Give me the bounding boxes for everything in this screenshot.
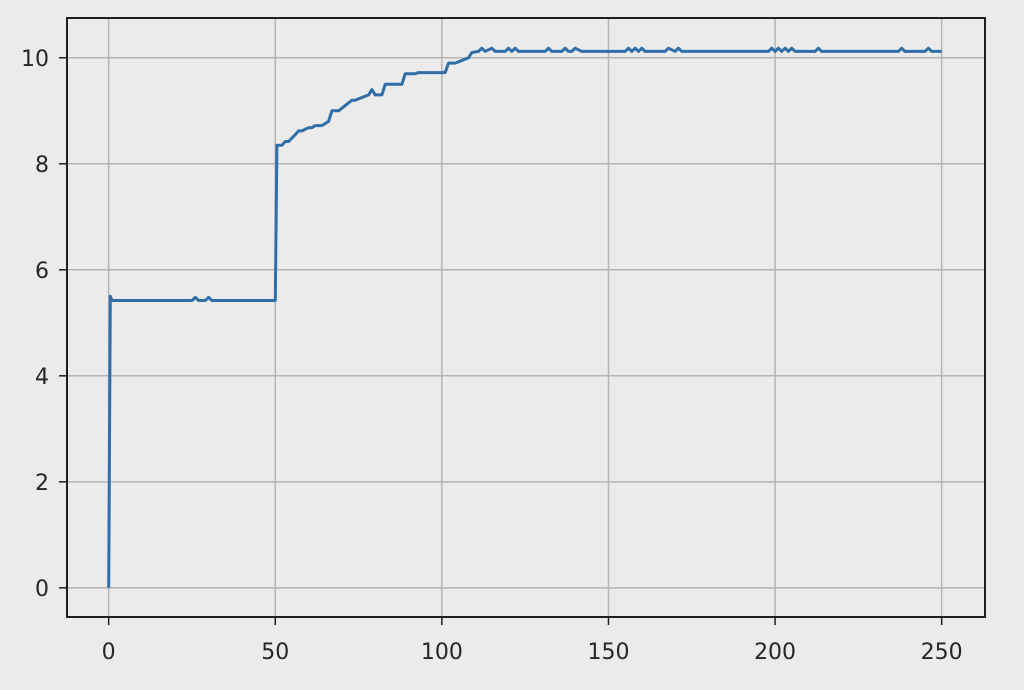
x-tick-label: 250 bbox=[921, 640, 963, 665]
x-tick-label: 100 bbox=[421, 640, 463, 665]
tick-labels: 0 50 100 150 200 250 0 2 4 6 8 10 bbox=[21, 47, 963, 665]
y-tick-label: 2 bbox=[35, 471, 49, 496]
y-tick-label: 0 bbox=[35, 577, 49, 602]
series-line bbox=[107, 46, 942, 588]
y-tick-label: 6 bbox=[35, 259, 49, 284]
grid-lines bbox=[67, 18, 985, 617]
x-tick-label: 150 bbox=[587, 640, 629, 665]
axis-ticks bbox=[59, 57, 943, 625]
y-tick-label: 10 bbox=[21, 47, 49, 72]
y-tick-label: 8 bbox=[35, 153, 49, 178]
x-tick-label: 50 bbox=[261, 640, 289, 665]
x-tick-label: 200 bbox=[754, 640, 796, 665]
x-tick-label: 0 bbox=[102, 640, 116, 665]
series-layer bbox=[107, 46, 942, 588]
y-tick-label: 4 bbox=[35, 365, 49, 390]
plot-frame bbox=[66, 17, 986, 618]
